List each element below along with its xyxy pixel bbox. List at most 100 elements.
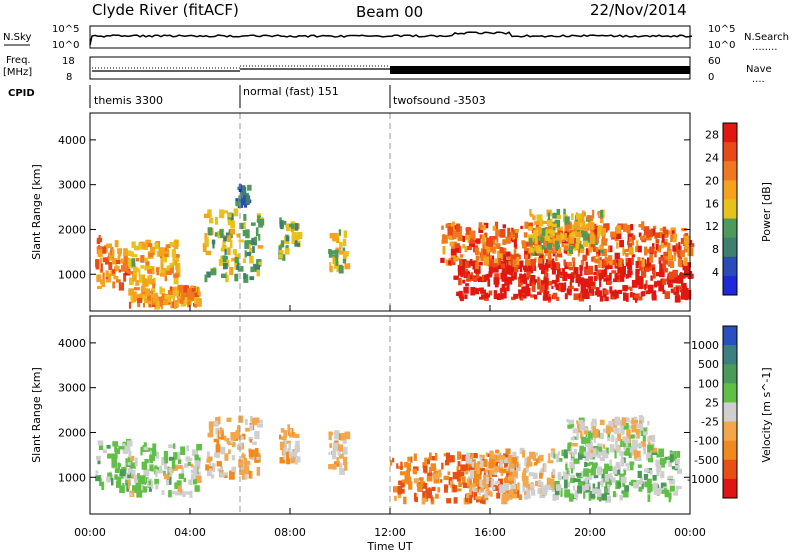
echo-cell — [169, 242, 175, 247]
echo-cell — [224, 248, 227, 255]
echo-cell — [399, 471, 406, 476]
echo-cell — [555, 274, 560, 283]
echo-cell — [532, 215, 536, 221]
echo-cell — [245, 195, 251, 205]
echo-cell — [179, 298, 184, 304]
echo-cell — [457, 469, 461, 478]
echo-cell — [603, 278, 608, 282]
echo-cell — [280, 240, 285, 248]
echo-cell — [462, 279, 466, 284]
echo-cell — [608, 245, 613, 253]
echo-cell — [225, 275, 229, 283]
echo-cell — [675, 243, 678, 248]
echo-cell — [157, 470, 164, 474]
colorbar-swatch — [723, 326, 737, 346]
nsky-right-tick-top: 10^5 — [708, 24, 735, 35]
echo-cell — [130, 462, 136, 469]
echo-cell — [512, 451, 517, 460]
echo-cell — [478, 227, 484, 233]
echo-cell — [550, 260, 553, 268]
echo-cell — [636, 240, 639, 247]
echo-cell — [114, 240, 119, 248]
echo-cell — [406, 476, 412, 485]
echo-cell — [656, 488, 662, 493]
colorbar-swatch — [723, 459, 737, 480]
echo-cell — [680, 237, 685, 245]
echo-cell — [215, 216, 218, 225]
echo-cell — [127, 468, 133, 473]
echo-cell — [128, 470, 132, 478]
echo-cell — [229, 239, 233, 249]
echo-cell — [566, 481, 571, 488]
echo-cell — [149, 464, 154, 472]
echo-cell — [210, 474, 215, 479]
site-title: Clyde River (fitACF) — [92, 1, 239, 19]
x-tick-label: 12:00 — [374, 526, 406, 539]
echo-cell — [595, 287, 600, 295]
echo-cell — [457, 451, 461, 460]
echo-cell — [447, 471, 451, 476]
echo-cell — [605, 478, 611, 488]
echo-cell — [596, 466, 602, 476]
echo-cell — [423, 483, 428, 488]
echo-cell — [546, 241, 553, 250]
echo-cell — [560, 488, 563, 497]
echo-cell — [620, 476, 627, 483]
echo-cell — [177, 451, 181, 461]
echo-cell — [190, 463, 194, 468]
x-tick-label: 16:00 — [474, 526, 506, 539]
echo-cell — [249, 439, 253, 443]
echo-cell — [338, 444, 343, 452]
echo-cell — [196, 443, 202, 451]
echo-cell — [601, 248, 607, 257]
echo-cell — [663, 251, 669, 257]
echo-cell — [151, 288, 154, 297]
echo-cell — [296, 456, 300, 461]
echo-cell — [631, 424, 637, 433]
echo-cell — [133, 287, 140, 291]
echo-cell — [344, 251, 348, 258]
echo-cell — [501, 251, 507, 257]
echo-cell — [551, 268, 556, 275]
nave-marker: .... — [752, 74, 765, 85]
echo-cell — [165, 479, 170, 486]
echo-cell — [164, 473, 170, 480]
echo-cell — [502, 247, 507, 254]
echo-cell — [133, 294, 140, 301]
echo-cell — [414, 496, 418, 503]
echo-cell — [562, 471, 569, 481]
echo-cell — [511, 229, 516, 234]
echo-cell — [485, 484, 489, 489]
echo-cell — [118, 269, 122, 273]
echo-cell — [647, 494, 651, 502]
x-tick-label: 00:00 — [674, 526, 706, 539]
echo-cell — [188, 479, 192, 485]
echo-cell — [583, 451, 589, 456]
x-tick-label: 20:00 — [574, 526, 606, 539]
echo-cell — [430, 456, 436, 461]
echo-cell — [111, 258, 116, 265]
echo-cell — [609, 472, 612, 478]
beam-label: Beam 00 — [356, 3, 423, 21]
echo-cell — [624, 437, 629, 444]
echo-cell — [674, 451, 677, 457]
echo-cell — [342, 446, 348, 455]
echo-cell — [212, 463, 216, 468]
echo-cell — [607, 437, 611, 441]
echo-cell — [482, 241, 488, 250]
echo-cell — [564, 262, 569, 270]
echo-cell — [181, 298, 186, 303]
echo-cell — [557, 472, 562, 481]
echo-cell — [329, 265, 333, 273]
echo-cell — [558, 284, 562, 292]
echo-cell — [476, 238, 481, 244]
echo-cell — [594, 275, 598, 281]
echo-cell — [504, 458, 508, 468]
echo-cell — [254, 456, 259, 463]
echo-cell — [470, 261, 477, 266]
echo-cell — [615, 461, 620, 469]
echo-cell — [512, 474, 517, 479]
echo-cell — [646, 450, 651, 459]
echo-cell — [590, 491, 596, 498]
echo-cell — [257, 419, 263, 424]
